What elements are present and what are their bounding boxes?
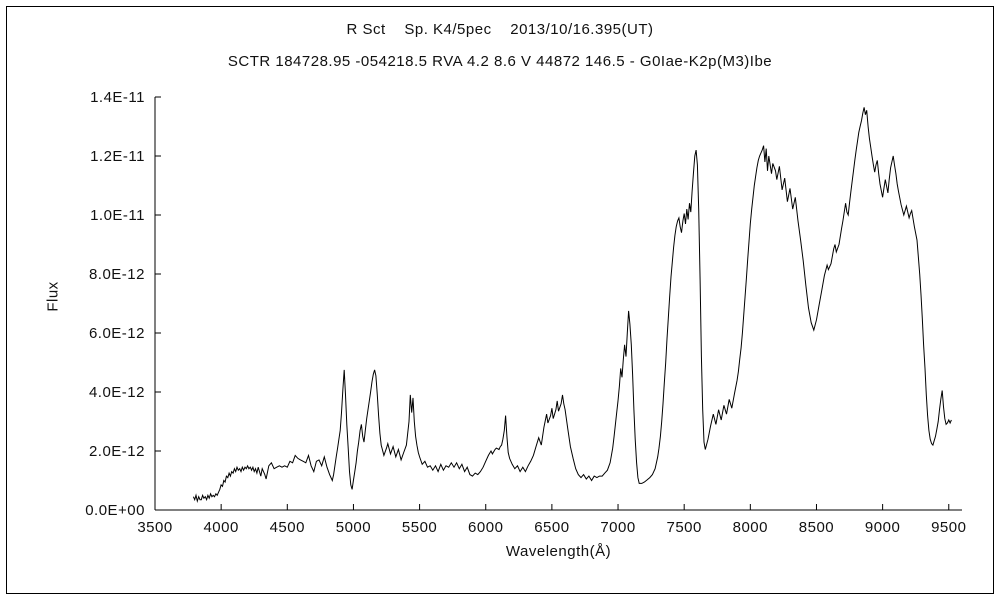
chart-border <box>6 6 994 594</box>
y-axis-title: Flux <box>44 281 62 312</box>
x-tick-label: 5500 <box>402 519 437 536</box>
x-tick-label: 9500 <box>931 519 966 536</box>
x-tick-label: 7000 <box>600 519 635 536</box>
x-tick-label: 9000 <box>865 519 900 536</box>
chart-title-line2: SCTR 184728.95 -054218.5 RVA 4.2 8.6 V 4… <box>227 53 773 70</box>
x-tick-label: 4500 <box>270 519 305 536</box>
x-tick-label: 3500 <box>137 519 172 536</box>
x-tick-label: 5000 <box>336 519 371 536</box>
chart-title-line1: R Sct Sp. K4/5pec 2013/10/16.395(UT) <box>346 21 654 38</box>
y-tick-label: 1.2E-11 <box>90 148 145 165</box>
y-tick-label: 1.4E-11 <box>90 89 145 106</box>
x-tick-label: 7500 <box>666 519 701 536</box>
x-tick-label: 8000 <box>733 519 768 536</box>
y-tick-label: 6.0E-12 <box>89 325 145 342</box>
x-tick-label: 8500 <box>799 519 834 536</box>
y-tick-label: 4.0E-12 <box>89 384 145 401</box>
y-tick-label: 8.0E-12 <box>89 266 145 283</box>
spectrum-line <box>192 107 952 504</box>
x-axis-title: Wavelength(Å) <box>505 543 612 560</box>
y-tick-label: 1.0E-11 <box>90 207 145 224</box>
y-tick-label: 0.0E+00 <box>85 502 145 519</box>
x-tick-label: 6500 <box>534 519 569 536</box>
x-tick-label: 4000 <box>203 519 238 536</box>
y-tick-label: 2.0E-12 <box>89 443 145 460</box>
x-tick-label: 6000 <box>468 519 503 536</box>
